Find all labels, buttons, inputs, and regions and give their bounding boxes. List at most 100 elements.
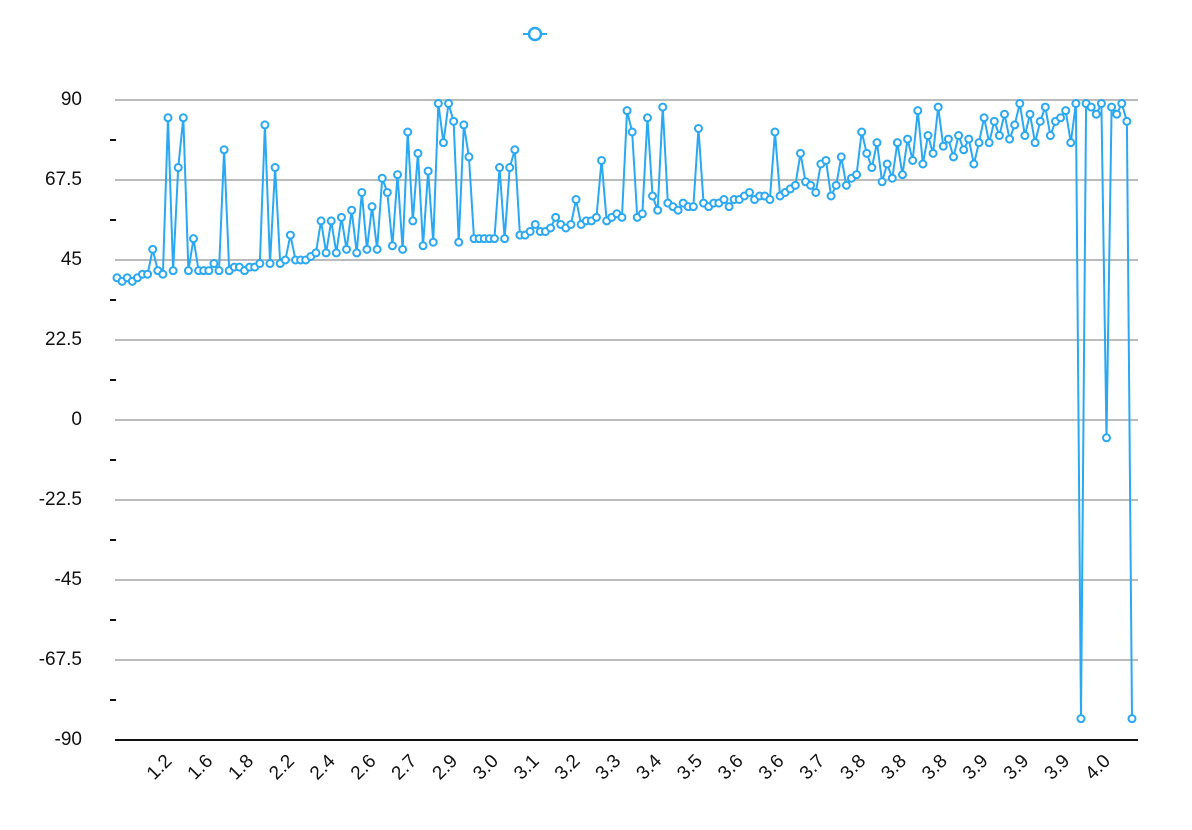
data-point <box>489 234 499 244</box>
data-point <box>408 216 418 226</box>
data-point <box>719 195 729 205</box>
data-point <box>648 191 658 201</box>
data-point <box>423 166 433 176</box>
data-point <box>1107 102 1117 112</box>
data-point <box>1061 106 1071 116</box>
y-tick-label: 0 <box>71 409 82 430</box>
y-tick-label: -22.5 <box>39 489 82 510</box>
legend-marker <box>527 26 543 42</box>
x-tick-label: 3.9 <box>959 751 993 785</box>
data-point <box>923 131 933 141</box>
data-point <box>336 212 346 222</box>
data-point <box>974 138 984 148</box>
data-point <box>1117 99 1127 109</box>
data-point <box>943 134 953 144</box>
x-tick-label: 3.4 <box>633 750 667 784</box>
data-point <box>597 155 607 165</box>
data-point <box>285 230 295 240</box>
data-point <box>347 205 357 215</box>
data-point <box>887 173 897 183</box>
data-point <box>428 237 438 247</box>
data-point <box>852 170 862 180</box>
data-point <box>260 120 270 130</box>
data-point <box>1035 116 1045 126</box>
data-point <box>326 216 336 226</box>
data-point <box>183 266 193 276</box>
data-point <box>362 244 372 254</box>
y-tick-label: 45 <box>61 249 82 270</box>
data-point <box>1005 134 1015 144</box>
data-point <box>433 99 443 109</box>
data-point <box>591 212 601 222</box>
y-tick-label: -67.5 <box>39 649 82 670</box>
data-point <box>867 163 877 173</box>
data-point <box>1122 116 1132 126</box>
data-point <box>959 145 969 155</box>
data-point <box>1040 102 1050 112</box>
data-point <box>168 266 178 276</box>
data-point <box>459 120 469 130</box>
data-point <box>1127 714 1137 724</box>
data-point <box>393 170 403 180</box>
data-point <box>897 170 907 180</box>
x-tick-label: 1.8 <box>225 751 259 785</box>
data-point <box>826 191 836 201</box>
data-point <box>525 227 535 237</box>
data-point <box>387 241 397 251</box>
data-point <box>862 148 872 158</box>
data-point <box>530 219 540 229</box>
x-tick-label: 2.4 <box>306 750 340 784</box>
y-tick-label: 90 <box>61 89 82 110</box>
data-point <box>1025 109 1035 119</box>
data-point <box>321 248 331 258</box>
x-tick-label: 3.9 <box>1000 751 1034 785</box>
data-point <box>219 145 229 155</box>
data-point <box>464 152 474 162</box>
x-tick-label: 2.6 <box>347 751 381 785</box>
data-point <box>372 244 382 254</box>
data-point <box>790 180 800 190</box>
data-point <box>143 269 153 279</box>
data-point <box>438 138 448 148</box>
data-point <box>1076 714 1086 724</box>
data-point <box>933 102 943 112</box>
data-point <box>627 127 637 137</box>
data-point <box>495 163 505 173</box>
x-tick-label: 3.3 <box>592 751 626 785</box>
data-point <box>1071 99 1081 109</box>
data-point <box>918 159 928 169</box>
x-tick-label: 3.9 <box>1041 751 1075 785</box>
data-point <box>948 152 958 162</box>
series-line <box>116 100 1133 719</box>
y-tick-label: -45 <box>55 569 82 590</box>
data-point <box>204 266 214 276</box>
data-point <box>1086 102 1096 112</box>
x-tick-label: 1.2 <box>143 751 177 785</box>
data-point <box>255 259 265 269</box>
data-point <box>1020 131 1030 141</box>
data-point <box>989 116 999 126</box>
data-point <box>984 138 994 148</box>
data-point <box>903 134 913 144</box>
data-point <box>821 155 831 165</box>
x-tick-label: 4.0 <box>1081 751 1115 785</box>
data-point <box>510 145 520 155</box>
x-tick-label: 3.7 <box>796 751 830 785</box>
data-point <box>954 131 964 141</box>
data-point <box>928 148 938 158</box>
data-point <box>352 248 362 258</box>
data-point <box>693 123 703 133</box>
data-point <box>811 187 821 197</box>
data-point <box>505 163 515 173</box>
data-point <box>163 113 173 123</box>
data-point <box>882 159 892 169</box>
data-point <box>1091 109 1101 119</box>
data-point <box>765 195 775 205</box>
data-point <box>841 180 851 190</box>
data-point <box>398 244 408 254</box>
data-point <box>857 127 867 137</box>
x-tick-label: 3.0 <box>469 751 503 785</box>
data-point <box>908 155 918 165</box>
data-point <box>969 159 979 169</box>
data-point <box>331 248 341 258</box>
